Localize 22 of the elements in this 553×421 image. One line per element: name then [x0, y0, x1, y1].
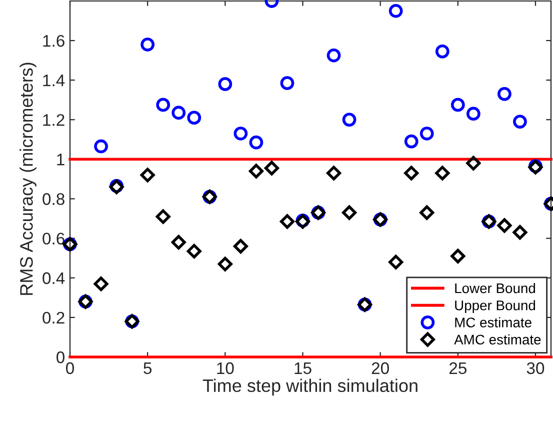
legend-label: Upper Bound [455, 300, 536, 314]
x-tick-label: 15 [294, 362, 312, 374]
x-tick-label: 30 [526, 362, 544, 374]
x-axis-title: Time step within simulation [202, 378, 418, 396]
y-tick-label: 0.6 [42, 232, 64, 245]
y-tick-label: 0 [56, 351, 64, 364]
y-tick-label: 0.2 [42, 312, 64, 324]
x-tick-label: 25 [449, 362, 466, 374]
legend-label: Lower Bound [455, 282, 536, 294]
x-tick-label: 0 [66, 362, 74, 374]
x-tick-label: 5 [144, 362, 152, 374]
y-tick-label: 1.4 [43, 74, 65, 86]
legend-label: MC estimate [455, 317, 532, 328]
y-tick-label: 1.6 [43, 34, 64, 47]
legend-label: AMC estimate [454, 334, 541, 345]
y-axis-title: RMS Accuracy (micrometers) [20, 62, 36, 295]
y-tick-label: 0.8 [42, 193, 64, 205]
y-tick-label: 0.4 [42, 272, 65, 284]
x-tick-label: 10 [217, 362, 234, 374]
y-tick-label: 1 [57, 154, 64, 166]
y-tick-label: 1.2 [43, 114, 64, 126]
x-tick-label: 20 [372, 362, 389, 374]
